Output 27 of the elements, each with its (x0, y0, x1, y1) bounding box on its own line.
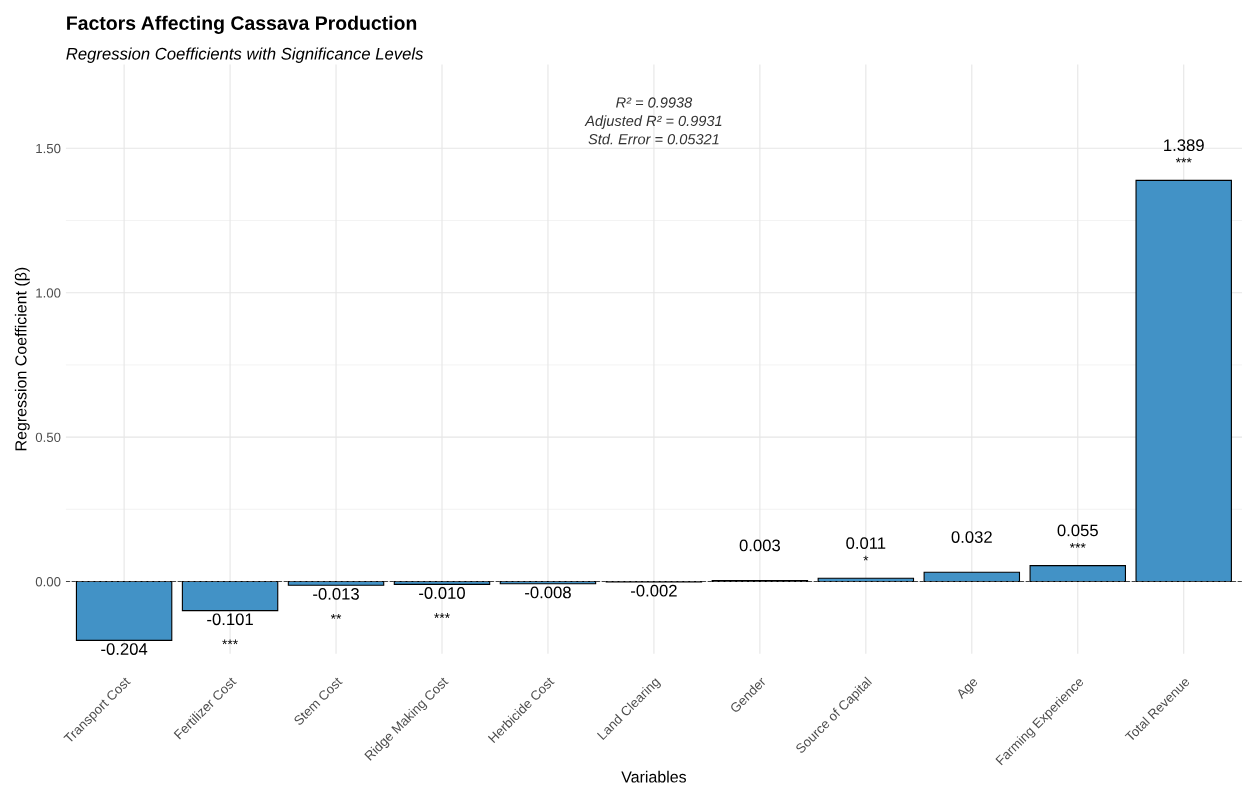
x-tick-label: Age (955, 676, 981, 702)
annotation: *** (434, 613, 450, 618)
x-axis-title: Variables (621, 770, 687, 783)
y-axis-title: Regression Coefficient (β) (14, 267, 30, 451)
annotation: *** (1069, 542, 1086, 548)
y-tick-label: 1.50 (36, 143, 61, 154)
y-tick-label: 0.00 (35, 577, 61, 587)
annotation: ** (330, 613, 342, 619)
data-label: 0.055 (1057, 524, 1098, 537)
annotation: *** (1175, 157, 1192, 163)
data-label: 0.011 (846, 537, 886, 550)
y-tick-label: 1.00 (36, 288, 61, 298)
data-label: 0.003 (739, 539, 780, 552)
data-label: -0.101 (207, 613, 253, 626)
data-label: 0.032 (951, 531, 992, 543)
annotation: *** (222, 639, 238, 645)
chart-title: Factors Affecting Cassava Production (67, 15, 417, 34)
annotation: * (863, 555, 869, 561)
data-label: -0.002 (631, 584, 677, 597)
annotation: R² = 0.9938 Adjusted R² = 0.9931 Std. Error = 0.05321 (584, 97, 722, 145)
data-label: -0.008 (525, 586, 571, 599)
chart-subtitle: Regression Coefficients with Significance Levels (66, 47, 424, 63)
y-tick-label: 0.50 (35, 432, 61, 442)
data-label: -0.010 (419, 587, 465, 599)
data-label: 1.389 (1164, 139, 1204, 152)
data-label: -0.204 (101, 643, 148, 655)
data-label: -0.013 (313, 587, 359, 600)
